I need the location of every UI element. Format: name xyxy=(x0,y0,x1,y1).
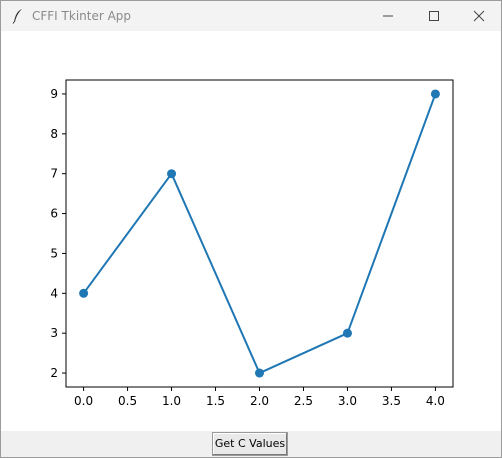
data-point-marker xyxy=(167,169,177,179)
plot-canvas: 0.0 0.5 1.0 1.5 2.0 2.5 3.0 3.5 4.0 2 3 4 5 6 7 8 9 xyxy=(1,31,501,431)
data-point-marker xyxy=(255,368,264,378)
maximize-icon xyxy=(429,11,439,21)
y-tick-label: 6 xyxy=(50,207,58,221)
y-tick-label: 2 xyxy=(50,366,58,380)
x-tick-label: 1.0 xyxy=(162,394,181,408)
x-tick-label: 2.5 xyxy=(294,394,313,408)
y-tick-label: 7 xyxy=(50,167,58,181)
y-tick-label: 5 xyxy=(50,246,58,260)
maximize-button[interactable] xyxy=(411,1,457,31)
series-line xyxy=(82,93,437,375)
x-tick-label: 4.0 xyxy=(426,394,445,408)
get-c-values-button[interactable]: Get C Values xyxy=(212,432,288,456)
close-icon xyxy=(473,10,485,22)
feather-icon xyxy=(11,8,25,24)
minimize-icon xyxy=(383,15,393,17)
title-bar[interactable]: CFFI Tkinter App xyxy=(1,1,501,31)
x-tick-label: 0.5 xyxy=(118,394,137,408)
y-tick-label: 3 xyxy=(50,326,58,340)
y-tick-label: 4 xyxy=(50,286,58,300)
x-tick-label: 3.0 xyxy=(338,394,357,408)
button-bar: Get C Values xyxy=(1,431,501,457)
y-tick-label: 9 xyxy=(50,87,58,101)
axes-frame xyxy=(65,79,454,388)
data-point-marker xyxy=(430,89,440,99)
x-tick-label: 1.5 xyxy=(206,394,225,408)
x-tick-label: 3.5 xyxy=(382,394,401,408)
close-button[interactable] xyxy=(456,1,502,31)
y-tick-label: 8 xyxy=(50,127,58,141)
x-tick-label: 2.0 xyxy=(250,394,269,408)
data-point-marker xyxy=(342,328,352,338)
data-point-marker xyxy=(79,288,89,298)
window-title: CFFI Tkinter App xyxy=(32,9,132,23)
line-chart: 0.0 0.5 1.0 1.5 2.0 2.5 3.0 3.5 4.0 2 3 4 5 6 7 8 9 xyxy=(50,79,454,408)
minimize-button[interactable] xyxy=(365,1,411,31)
x-tick-label: 0.0 xyxy=(74,394,93,408)
